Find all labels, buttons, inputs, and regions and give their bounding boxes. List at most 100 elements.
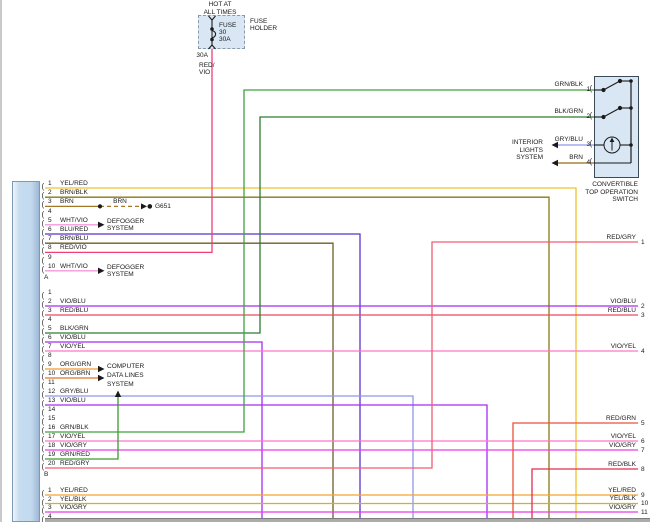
lamp-arrow-icon (609, 137, 615, 142)
offpage-arrow-right-icon (98, 374, 105, 382)
pin-terminal-icon: ( (41, 318, 45, 327)
hot-at-label-line1: HOT AT (208, 1, 232, 8)
symbol-line (603, 108, 620, 118)
ground-name-label: G651 (155, 203, 171, 210)
fuse-label-line3: 30A (219, 35, 231, 43)
connector-pin-label: VIO/BLU (60, 334, 86, 341)
connector-group-label-a: A (44, 274, 49, 281)
pin-terminal-icon: ( (589, 111, 593, 120)
wire-B12 (45, 395, 414, 519)
fuse-wire-label-line2: VIO (199, 69, 211, 76)
switch-title-line1: CONVERTIBLE (592, 181, 638, 188)
pin-terminal-icon: ( (41, 191, 45, 201)
fuse-label-line2: 30 (219, 28, 227, 36)
defogger-ref1-line1: DEFOGGER (107, 217, 145, 225)
contact-dot (629, 106, 633, 110)
fuse-amp-label: 30A (196, 52, 208, 59)
right-exit-label: RED/BLK (608, 460, 636, 468)
right-exit-label: VIO/GRY (609, 503, 636, 511)
connector-pin-number: 3 (48, 307, 52, 314)
pin-terminal-icon: ( (41, 345, 45, 354)
connector-pin-label: VIO/GRY (60, 504, 87, 511)
wire-A7 (45, 242, 334, 519)
offpage-arrow-right-icon (98, 221, 105, 228)
connector-pin-number: 1 (48, 289, 52, 296)
ground-wire-label: BRN (113, 197, 127, 205)
right-exit-label: RED/GRN (606, 414, 636, 422)
pin-terminal-icon: ( (589, 84, 593, 93)
switch-pin-label: BLK/GRN (554, 108, 583, 115)
connector-pin-number: 16 (48, 424, 56, 431)
wire-B16 (45, 89, 594, 433)
switch-pin-label: BRN (569, 154, 583, 161)
switch-pin-number: 4 (586, 159, 591, 166)
fuse-holder-box (198, 15, 245, 49)
computer-ref-line3: SYSTEM (107, 380, 134, 388)
pin-terminal-icon: ( (41, 453, 45, 462)
pin-terminal-icon: ( (589, 157, 593, 166)
right-exit-number: 4 (641, 347, 645, 355)
interior-ref-line1: INTERIOR (511, 139, 543, 146)
wire-A6 (45, 233, 361, 519)
connector-pin-number: 2 (48, 298, 52, 305)
pin-terminal-icon: ( (41, 408, 45, 417)
connector-pin-label: GRY/BLU (60, 388, 89, 395)
pin-terminal-icon: ( (41, 255, 45, 265)
pin-terminal-icon: ( (41, 246, 45, 256)
connector-pin-number: 2 (48, 495, 52, 503)
pin-terminal-icon: ( (41, 336, 45, 345)
connector-pin-number: 12 (48, 388, 56, 395)
connector-pin-label: VIO/YEL (60, 433, 86, 440)
left-connector-bar (12, 181, 40, 522)
connector-pin-label: RED/VIO (60, 244, 87, 252)
connector-pin-label: YEL/RED (60, 180, 88, 187)
connector-pin-label: WHT/VIO (60, 216, 88, 224)
contact-dot (629, 143, 633, 147)
wire-B5 (45, 116, 594, 334)
symbol-line (603, 81, 620, 91)
wire-exit-5 (512, 422, 638, 519)
connector-pin-label: VIO/BLU (60, 298, 86, 305)
offpage-arrow-right-icon (98, 365, 105, 373)
fuse-bottom-dot (210, 37, 214, 42)
ground-dot-icon (147, 204, 153, 209)
splice-dot (97, 204, 103, 209)
pin-terminal-icon: ( (41, 489, 45, 498)
connector-pin-label: GRN/BLK (60, 424, 89, 431)
switch-pin-number: 3 (586, 141, 591, 148)
connector-pin-number: 6 (48, 226, 52, 233)
wire-B6 (45, 341, 263, 519)
right-exit-number: 8 (641, 465, 645, 473)
offpage-arrow-up-icon (114, 390, 122, 397)
fuse-label-line1: FUSE (219, 21, 237, 29)
right-exit-label: VIO/GRY (609, 441, 636, 449)
connector-pin-label: RED/BLU (60, 307, 89, 314)
pin-terminal-icon: ( (41, 462, 45, 471)
connector-pin-number: 3 (48, 198, 52, 206)
pin-terminal-icon: ( (41, 218, 45, 228)
right-exit-number: 10 (641, 500, 649, 507)
right-exit-number: 5 (641, 419, 645, 427)
connector-pin-number: 15 (48, 415, 56, 422)
connector-group-label-b: B (44, 470, 49, 478)
connector-pin-label: BRN (60, 198, 74, 206)
connector-pin-number: 5 (48, 216, 52, 224)
wire-A2 (45, 196, 550, 519)
pin-terminal-icon: ( (41, 327, 45, 336)
connector-pin-number: 9 (48, 253, 52, 261)
right-exit-label: VIO/YEL (610, 342, 636, 350)
right-exit-number: 9 (641, 491, 645, 499)
offpage-arrow-left-icon (551, 159, 558, 167)
connector-pin-number: 8 (48, 244, 52, 252)
hot-at-label-line2: ALL TIMES (203, 8, 237, 16)
right-exit-number: 3 (641, 311, 645, 319)
pin-terminal-icon: ( (41, 300, 45, 309)
fuse-holder-label-line1: FUSE (250, 18, 268, 25)
pin-terminal-icon: ( (41, 381, 45, 390)
switch-pin-label: GRY/BLU (554, 136, 583, 143)
connector-pin-number: 11 (48, 379, 55, 386)
connector-pin-label: YEL/BLK (60, 495, 87, 503)
pin-terminal-icon: ( (41, 200, 45, 210)
offpage-arrow-right-icon (98, 267, 105, 274)
connector-pin-label: BLK/GRN (60, 325, 89, 332)
